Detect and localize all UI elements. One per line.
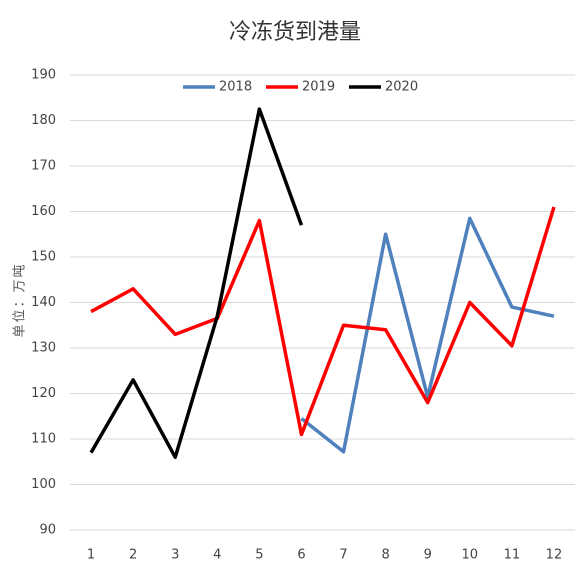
x-tick-label: 7 — [339, 548, 347, 563]
x-tick-label: 8 — [381, 548, 389, 563]
y-axis-label: 单位：万吨 — [13, 262, 28, 337]
y-tick-label: 180 — [31, 113, 56, 128]
series-line — [90, 206, 556, 437]
series-line — [89, 107, 304, 459]
y-tick-label: 120 — [31, 386, 56, 401]
x-tick-label: 4 — [213, 548, 221, 563]
y-tick-label: 160 — [31, 204, 56, 219]
x-tick-label: 9 — [424, 548, 432, 563]
series-line — [300, 216, 555, 454]
y-tick-label: 130 — [31, 341, 56, 356]
x-tick-label: 10 — [462, 548, 479, 563]
x-tick-label: 5 — [255, 548, 263, 563]
y-tick-label: 140 — [31, 295, 56, 310]
x-tick-label: 6 — [297, 548, 305, 563]
y-tick-label: 110 — [31, 432, 56, 447]
legend-label: 2019 — [302, 80, 335, 95]
x-tick-label: 11 — [504, 548, 521, 563]
y-tick-label: 190 — [31, 68, 56, 83]
legend-label: 2018 — [219, 80, 252, 95]
x-tick-label: 2 — [129, 548, 137, 563]
y-tick-label: 100 — [31, 477, 56, 492]
y-tick-label: 150 — [31, 250, 56, 265]
x-tick-label: 12 — [546, 548, 563, 563]
y-tick-label: 90 — [39, 523, 56, 538]
x-tick-label: 3 — [171, 548, 179, 563]
y-tick-label: 170 — [31, 159, 56, 174]
x-tick-label: 1 — [87, 548, 95, 563]
chart-title: 冷冻货到港量 — [229, 20, 361, 45]
legend-label: 2020 — [385, 80, 418, 95]
